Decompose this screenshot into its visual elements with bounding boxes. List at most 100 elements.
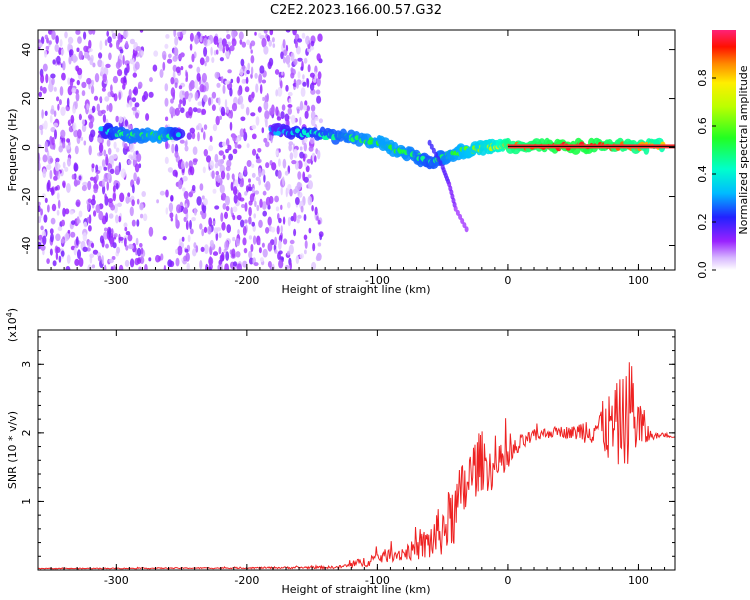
branch-blob (458, 213, 463, 220)
noise-speckle (62, 141, 66, 149)
noise-speckle (249, 43, 252, 50)
noise-speckle (113, 233, 118, 238)
noise-speckle (76, 216, 80, 225)
noise-speckle (293, 228, 297, 237)
noise-speckle (212, 124, 218, 132)
noise-speckle (197, 131, 200, 142)
branch-blob (438, 160, 443, 167)
noise-speckle (287, 104, 293, 108)
noise-speckle (244, 191, 248, 196)
noise-speckle (117, 69, 123, 77)
noise-speckle (67, 77, 71, 85)
noise-speckle (57, 103, 60, 111)
noise-speckle (114, 165, 120, 176)
noise-speckle (185, 161, 189, 169)
noise-speckle (176, 204, 182, 214)
noise-speckle (99, 40, 103, 51)
noise-speckle (51, 203, 57, 212)
noise-speckle (108, 155, 114, 165)
noise-speckle (172, 64, 177, 72)
noise-speckle (207, 225, 212, 235)
noise-speckle (89, 253, 95, 259)
noise-speckle (232, 134, 237, 142)
noise-speckle (71, 87, 77, 94)
noise-speckle (271, 162, 277, 171)
noise-speckle (251, 91, 255, 99)
noise-speckle (282, 176, 285, 186)
noise-speckle (317, 33, 323, 42)
noise-speckle (175, 66, 181, 74)
noise-speckle (287, 188, 290, 194)
noise-speckle (131, 219, 136, 227)
noise-speckle (251, 221, 255, 227)
noise-speckle (204, 244, 209, 255)
branch-blob (436, 156, 441, 162)
noise-speckle (49, 248, 53, 256)
noise-speckle (244, 67, 248, 77)
noise-speckle (49, 157, 54, 163)
noise-speckle (317, 219, 321, 225)
snr-y-axis-label: SNR (10 * v/v) (6, 411, 19, 489)
noise-speckle (195, 245, 199, 253)
noise-speckle (261, 201, 267, 210)
noise-speckle (244, 202, 248, 212)
noise-speckle (52, 59, 56, 65)
noise-speckle (174, 107, 180, 116)
noise-speckle (310, 40, 315, 47)
noise-speckle (249, 193, 254, 203)
noise-speckle (218, 97, 221, 106)
noise-speckle (98, 142, 104, 153)
noise-speckle (264, 95, 268, 103)
noise-speckle (51, 136, 55, 146)
noise-speckle (180, 107, 185, 114)
noise-speckle (317, 71, 322, 80)
noise-speckle (50, 126, 56, 133)
noise-speckle (177, 245, 183, 256)
ridge-blob (175, 132, 181, 138)
noise-speckle (134, 102, 140, 108)
noise-speckle (237, 89, 241, 96)
noise-speckle (53, 86, 57, 92)
noise-speckle (135, 46, 141, 52)
noise-speckle (55, 170, 59, 177)
noise-speckle (98, 165, 103, 172)
noise-speckle (218, 232, 222, 239)
noise-speckle (237, 263, 242, 270)
noise-speckle (287, 250, 290, 256)
noise-speckle (262, 248, 268, 258)
noise-speckle (83, 31, 87, 40)
noise-speckle (161, 50, 167, 60)
noise-speckle (303, 214, 307, 221)
snr-panel: -300 -200 -100 0 100 1 2 3 SNR (10 * v/v) (x104… (5, 308, 676, 596)
noise-speckle (108, 102, 113, 113)
noise-speckle (226, 159, 232, 168)
noise-speckle (78, 257, 84, 268)
noise-speckle (148, 257, 152, 262)
noise-speckle (42, 154, 48, 163)
noise-speckle (225, 44, 229, 52)
noise-speckle (117, 32, 122, 42)
noise-speckle (274, 69, 280, 75)
noise-speckle (185, 71, 189, 81)
noise-speckle (270, 134, 273, 144)
noise-speckle (185, 252, 190, 262)
spectrogram-y-axis-label: Frequency (Hz) (6, 109, 19, 192)
noise-speckle (163, 264, 167, 270)
noise-speckle (246, 69, 250, 75)
noise-speckle (257, 148, 262, 153)
noise-speckle (218, 42, 223, 52)
noise-speckle (170, 98, 174, 104)
noise-speckle (170, 77, 175, 85)
noise-speckle (108, 213, 114, 219)
noise-speckle (67, 36, 74, 45)
noise-speckle (287, 216, 291, 227)
noise-speckle (197, 101, 203, 106)
noise-speckle (174, 36, 179, 46)
noise-speckle (182, 187, 186, 192)
noise-speckle (93, 95, 99, 101)
noise-speckle (211, 57, 215, 63)
noise-speckle (58, 255, 62, 263)
noise-speckle (136, 258, 142, 265)
noise-speckle (44, 49, 47, 58)
noise-speckle (261, 242, 265, 248)
